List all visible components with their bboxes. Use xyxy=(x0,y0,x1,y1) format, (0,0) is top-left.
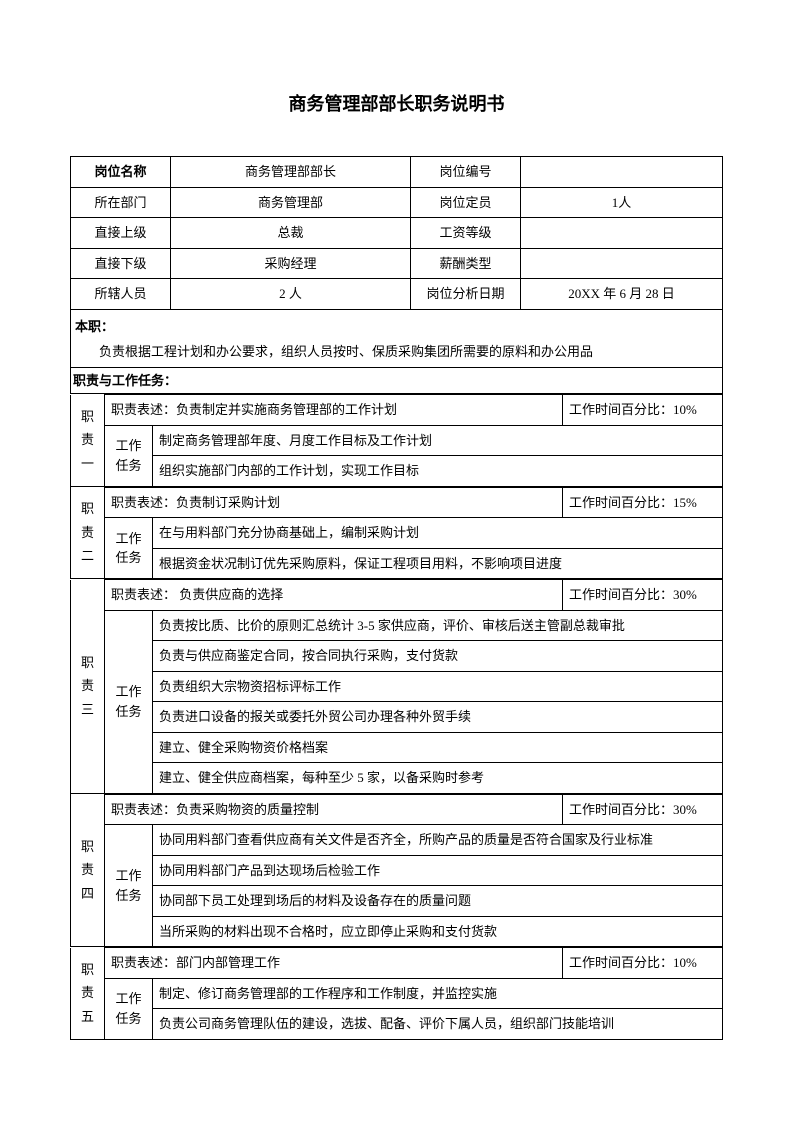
label-headcount: 岗位定员 xyxy=(411,187,521,218)
duties-section-label: 职责与工作任务： xyxy=(71,367,723,394)
value-dept: 商务管理部 xyxy=(171,187,411,218)
duty-desc: 职责表述：负责制定并实施商务管理部的工作计划 xyxy=(105,395,563,426)
main-duty-table: 本职： 负责根据工程计划和办公要求，组织人员按时、保质采购集团所需要的原料和办公… xyxy=(70,310,723,395)
document-title: 商务管理部部长职务说明书 xyxy=(70,90,723,116)
main-duty-cell: 本职： 负责根据工程计划和办公要求，组织人员按时、保质采购集团所需要的原料和办公… xyxy=(71,310,723,368)
task-label: 工作 任务 xyxy=(105,978,153,1039)
duty-label: 职 责 二 xyxy=(71,487,105,579)
task-text: 负责进口设备的报关或委托外贸公司办理各种外贸手续 xyxy=(153,702,723,733)
task-text: 建立、健全采购物资价格档案 xyxy=(153,732,723,763)
task-text: 负责组织大宗物资招标评标工作 xyxy=(153,671,723,702)
label-post-name: 岗位名称 xyxy=(71,157,171,188)
duty-time: 工作时间百分比：10% xyxy=(563,948,723,979)
task-text: 负责与供应商鉴定合同，按合同执行采购，支付货款 xyxy=(153,641,723,672)
value-headcount: 1人 xyxy=(521,187,723,218)
duty-block: 职 责 一职责表述：负责制定并实施商务管理部的工作计划工作时间百分比：10% 工作… xyxy=(70,394,723,487)
label-subordinate: 直接下级 xyxy=(71,248,171,279)
main-duty-text: 负责根据工程计划和办公要求，组织人员按时、保质采购集团所需要的原料和办公用品 xyxy=(73,340,720,364)
task-text: 制定、修订商务管理部的工作程序和工作制度，并监控实施 xyxy=(153,978,723,1009)
task-text: 负责公司商务管理队伍的建设，选拔、配备、评价下属人员，组织部门技能培训 xyxy=(153,1009,723,1040)
label-superior: 直接上级 xyxy=(71,218,171,249)
value-staff: 2 人 xyxy=(171,279,411,310)
task-text: 当所采购的材料出现不合格时，应立即停止采购和支付货款 xyxy=(153,916,723,947)
value-analysis-date: 20XX 年 6 月 28 日 xyxy=(521,279,723,310)
header-table: 岗位名称 商务管理部部长 岗位编号 所在部门 商务管理部 岗位定员 1人 直接上… xyxy=(70,156,723,310)
duty-desc: 职责表述：部门内部管理工作 xyxy=(105,948,563,979)
label-dept: 所在部门 xyxy=(71,187,171,218)
value-superior: 总裁 xyxy=(171,218,411,249)
duty-block: 职 责 四职责表述：负责采购物资的质量控制工作时间百分比：30% 工作 任务协同用… xyxy=(70,794,723,948)
task-label: 工作 任务 xyxy=(105,610,153,793)
label-pay-type: 薪酬类型 xyxy=(411,248,521,279)
duty-time: 工作时间百分比：15% xyxy=(563,487,723,518)
task-text: 建立、健全供应商档案，每种至少 5 家，以备采购时参考 xyxy=(153,763,723,794)
duty-desc: 职责表述：负责制订采购计划 xyxy=(105,487,563,518)
task-text: 根据资金状况制订优先采购原料，保证工程项目用料，不影响项目进度 xyxy=(153,548,723,579)
duties-container: 职 责 一职责表述：负责制定并实施商务管理部的工作计划工作时间百分比：10%工作… xyxy=(70,394,723,1040)
document-page: 商务管理部部长职务说明书 岗位名称 商务管理部部长 岗位编号 所在部门 商务管理… xyxy=(0,0,793,1122)
label-analysis-date: 岗位分析日期 xyxy=(411,279,521,310)
main-duty-label: 本职： xyxy=(73,313,720,341)
task-text: 负责按比质、比价的原则汇总统计 3-5 家供应商，评价、审核后送主管副总裁审批 xyxy=(153,610,723,641)
duty-desc: 职责表述： 负责供应商的选择 xyxy=(105,580,563,611)
label-post-no: 岗位编号 xyxy=(411,157,521,188)
duty-label: 职 责 四 xyxy=(71,794,105,947)
duty-label: 职 责 一 xyxy=(71,395,105,487)
task-label: 工作 任务 xyxy=(105,425,153,486)
task-text: 在与用料部门充分协商基础上，编制采购计划 xyxy=(153,518,723,549)
duty-time: 工作时间百分比：30% xyxy=(563,794,723,825)
label-staff: 所辖人员 xyxy=(71,279,171,310)
duty-label: 职 责 五 xyxy=(71,948,105,1040)
task-label: 工作 任务 xyxy=(105,825,153,947)
duty-time: 工作时间百分比：10% xyxy=(563,395,723,426)
task-text: 协同用料部门查看供应商有关文件是否齐全，所购产品的质量是否符合国家及行业标准 xyxy=(153,825,723,856)
duty-label: 职 责 三 xyxy=(71,580,105,794)
duty-block: 职 责 三职责表述： 负责供应商的选择工作时间百分比：30% 工作 任务负责按比质… xyxy=(70,579,723,794)
value-post-no xyxy=(521,157,723,188)
value-subordinate: 采购经理 xyxy=(171,248,411,279)
task-text: 协同部下员工处理到场后的材料及设备存在的质量问题 xyxy=(153,886,723,917)
label-salary-level: 工资等级 xyxy=(411,218,521,249)
task-label: 工作 任务 xyxy=(105,518,153,579)
task-text: 制定商务管理部年度、月度工作目标及工作计划 xyxy=(153,425,723,456)
value-post-name: 商务管理部部长 xyxy=(171,157,411,188)
value-pay-type xyxy=(521,248,723,279)
value-salary-level xyxy=(521,218,723,249)
duty-desc: 职责表述：负责采购物资的质量控制 xyxy=(105,794,563,825)
duty-block: 职 责 二职责表述：负责制订采购计划工作时间百分比：15% 工作 任务在与用料部门… xyxy=(70,487,723,580)
duty-time: 工作时间百分比：30% xyxy=(563,580,723,611)
task-text: 协同用料部门产品到达现场后检验工作 xyxy=(153,855,723,886)
task-text: 组织实施部门内部的工作计划，实现工作目标 xyxy=(153,456,723,487)
duty-block: 职 责 五职责表述：部门内部管理工作工作时间百分比：10% 工作 任务制定、修订商… xyxy=(70,947,723,1040)
